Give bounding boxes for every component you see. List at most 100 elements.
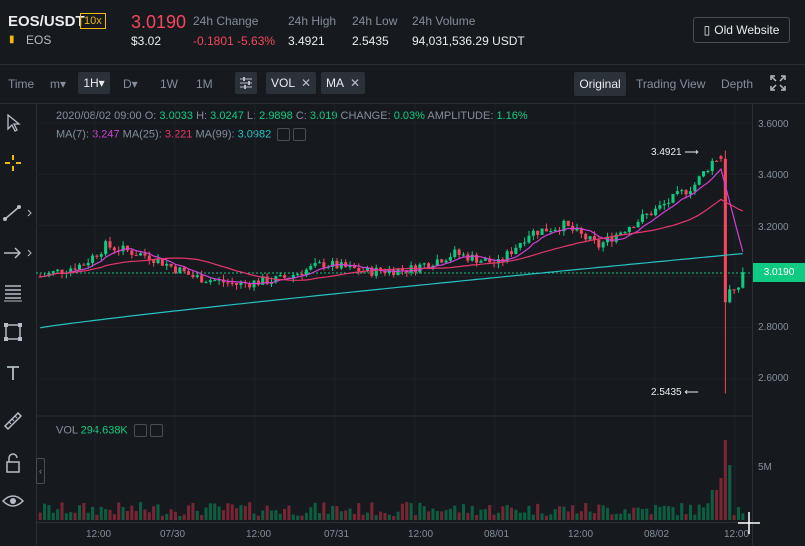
candle-body: [38, 276, 42, 278]
eye-icon[interactable]: [2, 490, 24, 512]
volume-bar: [435, 511, 439, 520]
candle-body: [680, 190, 684, 192]
volume-bar: [492, 514, 496, 520]
indicator-ma-chip[interactable]: MA ✕: [321, 72, 366, 94]
ohlc-close: 3.019: [309, 110, 338, 122]
candle-body: [178, 267, 182, 273]
view-depth[interactable]: Depth: [721, 77, 754, 91]
ohlc-change: 0.03%: [393, 110, 425, 122]
time-tick: 12:00: [246, 529, 272, 540]
crosshair-icon[interactable]: [2, 152, 24, 174]
symbol-name[interactable]: EOS/USDT: [8, 13, 85, 30]
volume-bar: [296, 515, 300, 520]
volume-bar: [165, 513, 169, 520]
volume-bar: [147, 512, 151, 520]
volume-bar: [448, 508, 452, 520]
volume-bar: [383, 512, 387, 520]
crosshair-cursor-icon: [738, 512, 760, 534]
rectangle-icon[interactable]: [2, 321, 24, 343]
indicator-ma-label: MA: [326, 76, 344, 90]
old-website-label: Old Website: [714, 23, 780, 37]
volume-bar: [291, 514, 295, 520]
candle-body: [623, 231, 627, 233]
candle-body: [230, 282, 234, 284]
volume-bar: [173, 511, 177, 520]
candle-body: [304, 269, 308, 276]
volume-bar: [566, 511, 570, 520]
old-website-button[interactable]: ▯ Old Website: [693, 17, 790, 43]
volume-bar: [540, 513, 544, 520]
interval-month[interactable]: 1M: [196, 77, 213, 91]
volume-bar: [195, 510, 199, 520]
volume-bar: [208, 503, 212, 520]
volume-bar: [121, 507, 125, 520]
stat-label-24h-volume: 24h Volume: [412, 14, 476, 28]
candle-body: [435, 259, 439, 266]
trendline-icon[interactable]: [2, 202, 32, 224]
volume-bar: [571, 505, 575, 520]
candle-body: [322, 262, 326, 268]
view-trading-view[interactable]: Trading View: [636, 77, 706, 91]
volume-bar: [130, 505, 134, 520]
ma-settings-icon[interactable]: [293, 128, 307, 141]
interval-minutes[interactable]: m▾: [50, 77, 67, 91]
volume-bar: [374, 515, 378, 520]
interval-week[interactable]: 1W: [160, 77, 178, 91]
candle-body: [684, 190, 688, 195]
volume-bar: [675, 515, 679, 520]
candles: [38, 150, 745, 394]
fib-icon[interactable]: [2, 282, 24, 304]
close-icon[interactable]: ✕: [350, 76, 361, 90]
volume-bar: [732, 515, 736, 520]
volume-bar: [671, 507, 675, 520]
volume-bar: [483, 509, 487, 520]
candle-body: [667, 202, 671, 204]
interval-1h[interactable]: 1H▾: [78, 72, 110, 94]
ma-visibility-icon[interactable]: [277, 128, 291, 141]
ma99-line: [40, 253, 743, 329]
collapse-sidebar-icon[interactable]: ‹: [36, 458, 45, 484]
text-icon[interactable]: [2, 362, 24, 384]
candle-body: [160, 258, 164, 266]
volume-bar: [728, 465, 732, 520]
volume-bar: [182, 514, 186, 520]
measure-icon[interactable]: [2, 410, 24, 432]
interval-day[interactable]: D▾: [123, 77, 138, 91]
volume-bar: [396, 511, 400, 520]
candle-body: [518, 243, 522, 248]
arrow-icon[interactable]: [2, 242, 32, 264]
candle-body: [213, 280, 217, 282]
candle-body: [444, 260, 448, 263]
vol-settings-icon[interactable]: [149, 424, 163, 437]
candle-body: [291, 275, 295, 278]
vol-visibility-icon[interactable]: [133, 424, 147, 437]
candle-body: [514, 247, 518, 255]
candle-body: [566, 220, 570, 226]
candle-body: [422, 263, 426, 265]
price-tick: 2.8000: [758, 322, 789, 333]
high-annotation: 3.4921 ⟶: [651, 147, 699, 158]
volume-bar: [531, 514, 535, 520]
candle-body: [409, 265, 413, 273]
volume-bar: [82, 503, 86, 520]
volume-bar: [152, 506, 156, 520]
lock-icon[interactable]: [2, 452, 24, 474]
view-original[interactable]: Original: [574, 72, 626, 96]
volume-bar: [331, 506, 335, 520]
candle-body: [147, 255, 151, 260]
volume-bar: [479, 509, 483, 520]
candle-body: [662, 203, 666, 206]
close-icon[interactable]: ✕: [301, 76, 312, 90]
candle-body: [300, 273, 304, 276]
indicator-settings-icon[interactable]: [235, 72, 257, 94]
candle-body: [540, 228, 544, 235]
indicator-vol-chip[interactable]: VOL ✕: [266, 72, 317, 94]
cursor-icon[interactable]: [2, 112, 24, 134]
volume-bar: [392, 515, 396, 520]
ohlc-open: 3.0033: [159, 110, 194, 122]
candle-body: [723, 158, 727, 303]
volume-bar: [466, 512, 470, 520]
moving-averages: [40, 167, 744, 329]
fullscreen-icon[interactable]: [770, 75, 786, 91]
